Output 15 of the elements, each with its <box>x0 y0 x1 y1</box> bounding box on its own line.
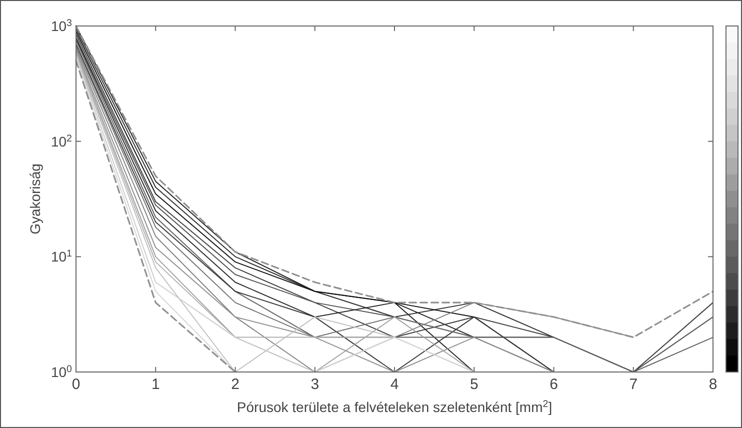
y-tick-label: 10$^{1}$ <box>50 248 72 265</box>
x-tick-label: 2 <box>231 376 240 393</box>
x-tick-label: 0 <box>72 376 80 393</box>
y-tick-label: 10$^{0}$ <box>50 364 73 380</box>
x-tick-label: 3 <box>310 376 320 393</box>
x-tick-label: 1 <box>151 376 160 393</box>
y-tick-label: 10$^{3}$ <box>50 18 73 34</box>
x-axis-title: Pórusok területe a felvételeken szeletenként [mm$^{2}$] <box>236 398 552 415</box>
y-axis-title: Gyakoriság <box>27 164 43 234</box>
x-tick-label: 5 <box>470 376 478 393</box>
x-tick-label: 7 <box>629 376 638 393</box>
x-tick-label: 4 <box>390 376 399 393</box>
x-tick-label: 6 <box>550 376 558 393</box>
x-tick-label: 8 <box>708 376 718 393</box>
y-tick-label: 10$^{2}$ <box>50 132 72 150</box>
